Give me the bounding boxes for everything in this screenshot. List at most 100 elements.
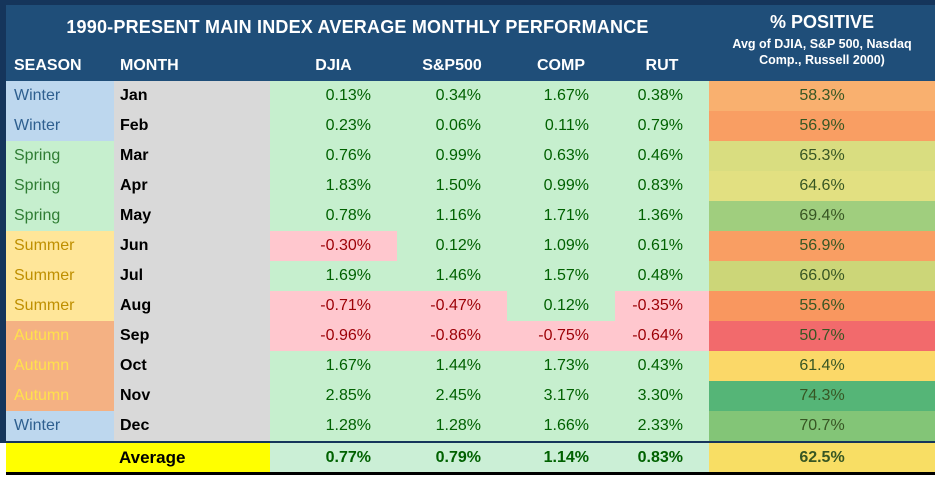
djia-cell: 1.28% (270, 411, 397, 441)
djia-cell: 0.13% (270, 81, 397, 111)
month-cell: Dec (114, 411, 270, 441)
positive-cell: 65.3% (709, 141, 935, 171)
row-apr: Spring Apr 1.83% 1.50% 0.99% 0.83% 64.6% (6, 171, 935, 201)
positive-cell: 56.9% (709, 111, 935, 141)
month-cell: Feb (114, 111, 270, 141)
row-jul: Summer Jul 1.69% 1.46% 1.57% 0.48% 66.0% (6, 261, 935, 291)
positive-cell: 64.6% (709, 171, 935, 201)
comp-cell: 1.73% (507, 351, 615, 381)
percent-positive-title: % POSITIVE (769, 12, 875, 32)
positive-cell: 74.3% (709, 381, 935, 411)
sp500-cell: -0.47% (397, 291, 507, 321)
sp500-cell: 0.06% (397, 111, 507, 141)
comp-cell: 1.57% (507, 261, 615, 291)
positive-cell: 66.0% (709, 261, 935, 291)
average-rut-cell: 0.83% (615, 443, 709, 472)
comp-cell: 1.09% (507, 231, 615, 261)
rut-cell: 2.33% (615, 411, 709, 441)
comp-cell: 1.71% (507, 201, 615, 231)
comp-cell: 1.67% (507, 81, 615, 111)
column-header-djia: DJIA (315, 56, 352, 74)
rut-cell: 0.61% (615, 231, 709, 261)
row-average: Average 0.77% 0.79% 1.14% 0.83% 62.5% (6, 443, 935, 475)
month-cell: Mar (114, 141, 270, 171)
season-cell: Winter (6, 81, 114, 111)
season-cell: Spring (6, 171, 114, 201)
row-jan: Winter Jan 0.13% 0.34% 1.67% 0.38% 58.3% (6, 81, 935, 111)
row-sep: Autumn Sep -0.96% -0.86% -0.75% -0.64% 5… (6, 321, 935, 351)
column-header-season: SEASON (14, 56, 82, 74)
month-cell: Jun (114, 231, 270, 261)
month-cell: Jan (114, 81, 270, 111)
month-cell: Aug (114, 291, 270, 321)
rut-cell: 0.38% (615, 81, 709, 111)
average-djia-cell: 0.77% (270, 443, 397, 472)
positive-cell: 70.7% (709, 411, 935, 441)
season-cell: Autumn (6, 381, 114, 411)
column-header-rut: RUT (645, 56, 679, 74)
sp500-cell: 1.28% (397, 411, 507, 441)
row-oct: Autumn Oct 1.67% 1.44% 1.73% 0.43% 61.4% (6, 351, 935, 381)
sp500-cell: 1.46% (397, 261, 507, 291)
positive-cell: 61.4% (709, 351, 935, 381)
rut-cell: 0.43% (615, 351, 709, 381)
djia-cell: 1.69% (270, 261, 397, 291)
djia-cell: -0.30% (270, 231, 397, 261)
rut-cell: 1.36% (615, 201, 709, 231)
rut-cell: 0.79% (615, 111, 709, 141)
rut-cell: 0.48% (615, 261, 709, 291)
average-sp500-cell: 0.79% (397, 443, 507, 472)
season-cell: Spring (6, 141, 114, 171)
sp500-cell: 1.44% (397, 351, 507, 381)
table-header: 1990-PRESENT MAIN INDEX AVERAGE MONTHLY … (6, 5, 935, 81)
djia-cell: -0.71% (270, 291, 397, 321)
column-header-month: MONTH (120, 56, 179, 74)
month-cell: Apr (114, 171, 270, 201)
comp-cell: 1.66% (507, 411, 615, 441)
row-aug: Summer Aug -0.71% -0.47% 0.12% -0.35% 55… (6, 291, 935, 321)
sp500-cell: 1.16% (397, 201, 507, 231)
positive-cell: 58.3% (709, 81, 935, 111)
row-feb: Winter Feb 0.23% 0.06% 0.11% 0.79% 56.9% (6, 111, 935, 141)
table-frame: 1990-PRESENT MAIN INDEX AVERAGE MONTHLY … (0, 0, 935, 443)
rut-cell: -0.64% (615, 321, 709, 351)
positive-cell: 55.6% (709, 291, 935, 321)
season-cell: Summer (6, 231, 114, 261)
comp-cell: 0.99% (507, 171, 615, 201)
djia-cell: 1.83% (270, 171, 397, 201)
column-header-sp500: S&P500 (422, 56, 482, 74)
sp500-cell: 0.12% (397, 231, 507, 261)
row-jun: Summer Jun -0.30% 0.12% 1.09% 0.61% 56.9… (6, 231, 935, 261)
sp500-cell: -0.86% (397, 321, 507, 351)
season-cell: Autumn (6, 351, 114, 381)
sp500-cell: 2.45% (397, 381, 507, 411)
positive-cell: 50.7% (709, 321, 935, 351)
month-cell: Nov (114, 381, 270, 411)
rut-cell: 0.46% (615, 141, 709, 171)
row-dec: Winter Dec 1.28% 1.28% 1.66% 2.33% 70.7% (6, 411, 935, 441)
percent-positive-header: % POSITIVE Avg of DJIA, S&P 500, Nasdaq … (709, 5, 935, 81)
djia-cell: 0.78% (270, 201, 397, 231)
sp500-cell: 1.50% (397, 171, 507, 201)
season-cell: Autumn (6, 321, 114, 351)
season-cell: Winter (6, 111, 114, 141)
subtitle-line-1: Avg of DJIA, S&P 500, Nasdaq (732, 37, 912, 51)
season-cell: Spring (6, 201, 114, 231)
average-label-cell: Average (6, 443, 270, 472)
comp-cell: 3.17% (507, 381, 615, 411)
sp500-cell: 0.34% (397, 81, 507, 111)
djia-cell: -0.96% (270, 321, 397, 351)
comp-cell: 0.63% (507, 141, 615, 171)
positive-cell: 56.9% (709, 231, 935, 261)
comp-cell: 0.12% (507, 291, 615, 321)
djia-cell: 2.85% (270, 381, 397, 411)
average-comp-cell: 1.14% (507, 443, 615, 472)
djia-cell: 0.76% (270, 141, 397, 171)
positive-cell: 69.4% (709, 201, 935, 231)
djia-cell: 1.67% (270, 351, 397, 381)
rut-cell: 3.30% (615, 381, 709, 411)
column-header-comp: COMP (537, 56, 585, 74)
month-cell: Jul (114, 261, 270, 291)
row-nov: Autumn Nov 2.85% 2.45% 3.17% 3.30% 74.3% (6, 381, 935, 411)
